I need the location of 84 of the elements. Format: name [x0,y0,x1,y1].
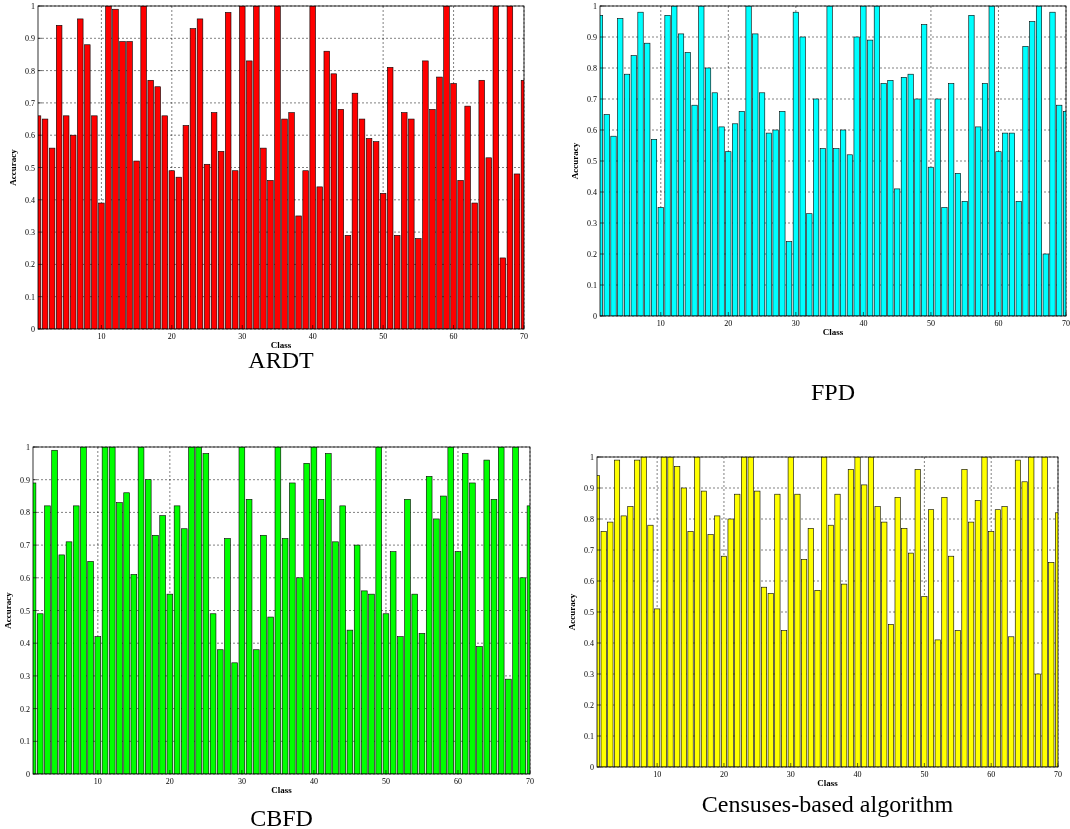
y-tick-label: 0.6 [20,573,30,583]
y-tick-label: 0.4 [20,639,30,649]
y-tick-label: 0.7 [584,546,594,555]
x-tick-label: 50 [926,319,935,328]
y-tick-label: 0.1 [584,732,594,741]
y-tick-label: 0.7 [587,95,597,104]
x-axis-title: Class [822,327,844,337]
text: ARDT [248,347,314,373]
x-tick-label: 20 [719,770,728,779]
x-tick-label: 30 [786,770,795,779]
y-tick-label: 0.2 [587,250,597,259]
y-axis-title: Accuracy [570,142,580,180]
x-tick-label: 60 [453,777,462,786]
y-tick-label: 0.8 [587,64,597,73]
x-axis-title: Class [817,778,839,788]
x-tick-label: 60 [987,770,996,779]
x-tick-label: 50 [379,332,388,341]
x-tick-label: 60 [449,332,458,341]
text: Censuses-based algorithm [701,791,954,817]
y-tick-label: 0 [593,312,597,321]
x-tick-label: 10 [653,770,662,779]
text: CBFD [250,805,313,829]
x-tick-label: 40 [859,319,868,328]
y-tick-label: 0.7 [20,541,30,551]
y-tick-label: 0 [590,763,594,772]
x-tick-label: 50 [381,777,390,786]
x-tick-label: 60 [994,319,1003,328]
y-tick-label: 0.8 [25,66,35,76]
x-tick-label: 10 [93,777,102,786]
x-tick-label: 70 [526,777,534,786]
x-tick-label: 70 [520,332,528,341]
y-axis-title: Accuracy [567,593,577,631]
y-tick-label: 0.2 [20,704,30,714]
y-tick-label: 0.9 [587,33,597,42]
x-tick-label: 30 [791,319,800,328]
y-tick-label: 0.4 [587,188,597,197]
y-tick-label: 0.5 [20,606,30,616]
y-tick-label: 0.2 [25,260,35,270]
y-tick-label: 1 [590,453,594,462]
y-tick-label: 0.4 [25,195,35,205]
x-tick-label: 50 [920,770,929,779]
y-axis-title: Accuracy [3,591,13,629]
y-tick-label: 0.6 [584,577,594,586]
x-tick-label: 10 [97,332,106,341]
text: FPD [810,379,856,405]
y-tick-label: 0.3 [587,219,597,228]
y-tick-label: 0 [31,325,35,334]
y-tick-label: 0.6 [587,126,597,135]
y-tick-label: 0.8 [584,515,594,524]
x-tick-label: 70 [1054,770,1062,779]
x-tick-label: 40 [308,332,317,341]
y-tick-label: 0.2 [584,701,594,710]
y-tick-label: 1 [31,2,35,11]
x-tick-label: 20 [724,319,733,328]
y-tick-label: 0.5 [584,608,594,617]
y-tick-label: 0.9 [584,484,594,493]
y-tick-label: 0.6 [25,131,35,141]
y-tick-label: 0.3 [20,671,30,681]
y-tick-label: 0.8 [20,508,30,518]
x-tick-label: 10 [656,319,665,328]
y-tick-label: 0.1 [25,292,35,302]
x-tick-label: 70 [1062,319,1070,328]
y-tick-label: 0.7 [25,98,35,108]
x-tick-label: 20 [167,332,176,341]
x-tick-label: 40 [309,777,318,786]
x-tick-label: 30 [238,332,247,341]
y-tick-label: 0.3 [25,228,35,238]
y-tick-label: 0.5 [587,157,597,166]
y-tick-label: 0 [26,770,30,779]
y-tick-label: 0.1 [20,737,30,747]
y-tick-label: 0.1 [587,281,597,290]
y-tick-label: 0.9 [20,475,30,485]
y-tick-label: 0.5 [25,163,35,173]
x-tick-label: 40 [853,770,862,779]
y-tick-label: 0.3 [584,670,594,679]
y-axis-title: Accuracy [8,148,18,186]
y-tick-label: 0.9 [25,34,35,44]
y-tick-label: 1 [26,443,30,452]
x-axis-title: Class [270,340,292,350]
x-tick-label: 20 [165,777,174,786]
x-tick-label: 30 [237,777,246,786]
y-tick-label: 0.4 [584,639,594,648]
x-axis-title: Class [271,785,293,795]
y-tick-label: 1 [593,2,597,11]
